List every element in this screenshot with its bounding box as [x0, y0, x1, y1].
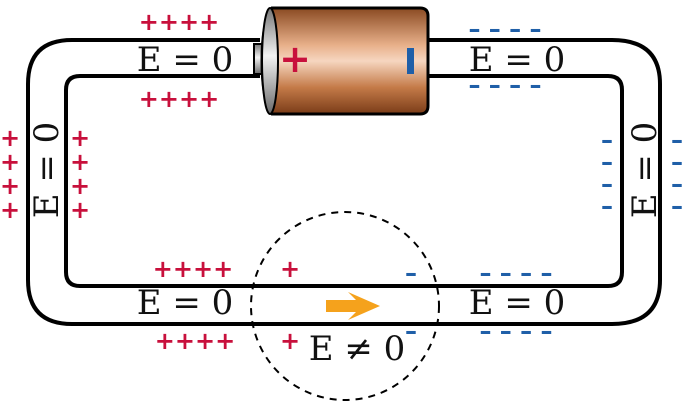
label-resistor-region: E ≠ 0 [309, 329, 406, 369]
positive-charge-row: ++++ [139, 8, 219, 36]
positive-charge-single: + [0, 148, 20, 176]
negative-charge-single: – [601, 192, 613, 220]
negative-charge-single: – [671, 192, 683, 220]
wire-outer [26, 38, 662, 326]
negative-charge-single: – [671, 126, 683, 154]
positive-charge-single: + [0, 196, 20, 224]
battery: + [253, 6, 430, 116]
positive-charges: ++++ ++++ ++++ ++++ + + + + + + + + + + [0, 8, 300, 355]
negative-charge-single: – [405, 317, 417, 345]
negative-charge-row: – – – – [479, 317, 552, 345]
battery-negative-terminal-mark [407, 48, 414, 74]
dashed-region-circle [250, 211, 440, 401]
positive-charge-single: + [0, 124, 20, 152]
negative-charge-single: – [671, 148, 683, 176]
battery-end [261, 7, 279, 115]
label-left: E = 0 [27, 122, 67, 219]
positive-charge-single: + [280, 327, 300, 355]
label-bottom-right: E = 0 [469, 283, 566, 323]
wire-inner [64, 74, 624, 288]
positive-charge-single: + [70, 148, 90, 176]
positive-charge-row: ++++ [153, 255, 233, 283]
current-direction-arrow-icon [326, 292, 380, 320]
battery-positive-terminal: + [279, 37, 311, 81]
label-bottom-left: E = 0 [137, 283, 234, 323]
positive-charge-single: + [70, 196, 90, 224]
positive-charge-single: + [70, 172, 90, 200]
negative-charge-row: – – – – [468, 71, 541, 99]
positive-charge-single: + [0, 172, 20, 200]
negative-charge-single: – [601, 148, 613, 176]
negative-charge-single: – [405, 259, 417, 287]
positive-charge-row: ++++ [155, 327, 235, 355]
positive-charge-single: + [280, 255, 300, 283]
negative-charge-row: – – – – [479, 259, 552, 287]
negative-charge-single: – [601, 126, 613, 154]
negative-charge-row: – – – – [468, 15, 541, 43]
negative-charge-single: – [601, 170, 613, 198]
positive-charge-row: ++++ [139, 85, 219, 113]
negative-charge-single: – [671, 170, 683, 198]
negative-charges: – – – – – – – – – – – – – – – – – – – – … [405, 15, 683, 345]
positive-charge-single: + [70, 124, 90, 152]
label-top-right: E = 0 [469, 40, 566, 80]
label-right: E = 0 [625, 122, 665, 219]
label-top-left: E = 0 [137, 40, 234, 80]
